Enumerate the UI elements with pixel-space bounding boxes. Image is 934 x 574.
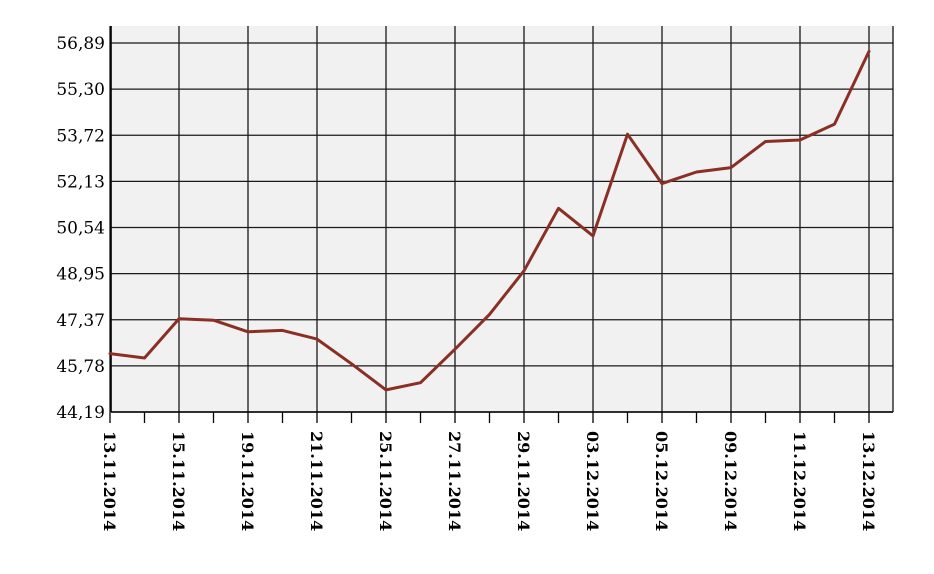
x-tick-label: 05.12.2014 [652,431,671,531]
axes [109,26,894,423]
x-tick-label: 25.11.2014 [376,431,395,531]
series-group [108,49,871,392]
x-tick-label: 15.11.2014 [169,431,188,531]
y-tick-label: 47,37 [56,311,105,331]
series-line [108,49,871,392]
x-tick-label: 13.12.2014 [859,431,878,531]
x-axis-ticks: 13.11.2014 15.11.2014 19.11.2014 21.11.2014… [100,431,878,531]
y-tick-label: 44,19 [56,403,105,423]
x-tick-label: 13.11.2014 [100,431,119,531]
x-tick-label: 03.12.2014 [583,431,602,531]
x-tick-label: 29.11.2014 [514,431,533,531]
plot-area [111,26,893,412]
x-tick-label: 27.11.2014 [445,431,464,531]
y-tick-label: 48,95 [56,265,105,285]
y-tick-label: 45,78 [56,357,105,377]
y-tick-label: 56,89 [56,34,105,54]
y-tick-label: 52,13 [56,172,105,192]
x-tick-label: 11.12.2014 [790,431,809,531]
y-tick-label: 53,72 [56,126,105,146]
x-tick-label: 21.11.2014 [307,431,326,531]
y-tick-label: 50,54 [56,219,105,239]
y-tick-label: 55,30 [56,80,105,100]
x-tick-label: 09.12.2014 [721,431,740,531]
grid-lines [109,26,893,413]
y-axis-ticks: 56,89 55,30 53,72 52,13 50,54 48,95 47,37 45,78… [56,34,105,423]
x-tick-label: 19.11.2014 [238,431,257,531]
